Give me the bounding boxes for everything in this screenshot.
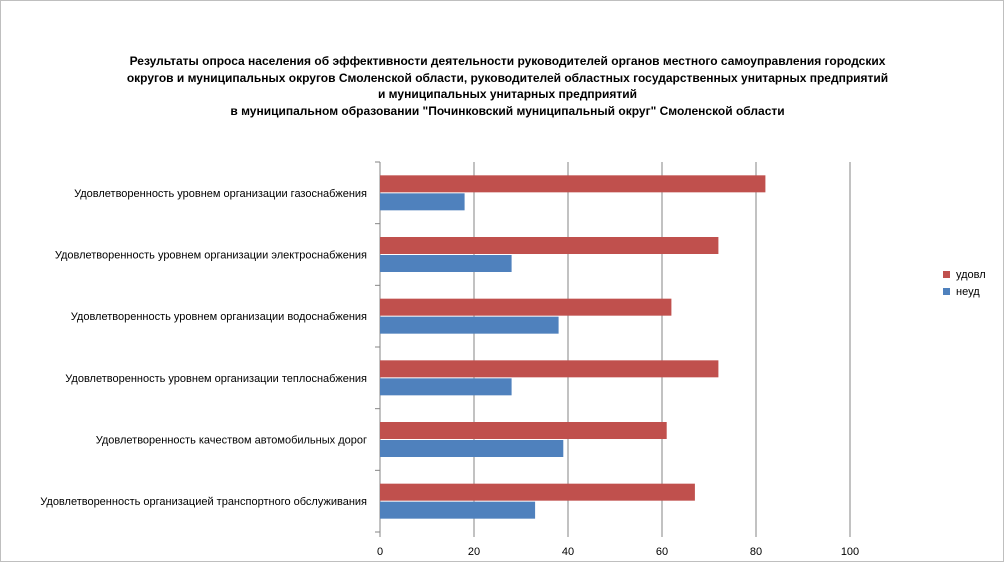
x-tick-label-60: 60 bbox=[656, 546, 668, 558]
category-label-1: Удовлетворенность уровнем организации эл… bbox=[55, 250, 367, 262]
x-tick-label-20: 20 bbox=[468, 546, 480, 558]
title-line-3: и муниципальных унитарных предприятий bbox=[377, 87, 638, 101]
legend-label-udovl: удовл bbox=[956, 268, 986, 281]
title-line-2: округов и муниципальных округов Смоленск… bbox=[126, 70, 889, 85]
bar-neud-5 bbox=[380, 501, 536, 519]
bar-neud-2 bbox=[380, 316, 559, 334]
chart-title: Результаты опроса населения об эффективн… bbox=[61, 53, 954, 119]
bar-udovl-4 bbox=[380, 422, 667, 439]
legend: удовл неуд bbox=[943, 266, 986, 300]
bar-udovl-3 bbox=[380, 360, 719, 378]
category-label-2: Удовлетворенность уровнем организации во… bbox=[71, 311, 367, 323]
x-tick-label-100: 100 bbox=[841, 546, 859, 558]
bar-udovl-0 bbox=[380, 175, 766, 193]
bar-udovl-1 bbox=[380, 237, 719, 254]
bar-neud-4 bbox=[380, 440, 564, 457]
bar-udovl-2 bbox=[380, 298, 672, 316]
legend-item-neud: неуд bbox=[943, 283, 986, 300]
x-tick-label-40: 40 bbox=[562, 546, 574, 558]
x-tick-label-80: 80 bbox=[750, 546, 762, 558]
bar-udovl-5 bbox=[380, 483, 695, 501]
category-label-5: Удовлетворенность организацией транспорт… bbox=[40, 496, 367, 508]
legend-swatch-neud bbox=[943, 288, 950, 295]
category-label-0: Удовлетворенность уровнем организации га… bbox=[74, 188, 367, 200]
legend-label-neud: неуд bbox=[956, 285, 980, 298]
legend-swatch-udovl bbox=[943, 271, 950, 278]
bar-neud-3 bbox=[380, 378, 512, 396]
category-label-3: Удовлетворенность уровнем организации те… bbox=[65, 373, 367, 385]
category-label-4: Удовлетворенность качеством автомобильны… bbox=[96, 435, 367, 447]
title-line-4: в муниципальном образовании "Починковски… bbox=[230, 103, 785, 118]
bar-neud-0 bbox=[380, 193, 465, 211]
title-line-1: Результаты опроса населения об эффективн… bbox=[129, 54, 886, 68]
x-tick-label-0: 0 bbox=[377, 546, 383, 558]
bar-neud-1 bbox=[380, 255, 512, 272]
legend-item-udovl: удовл bbox=[943, 266, 986, 283]
